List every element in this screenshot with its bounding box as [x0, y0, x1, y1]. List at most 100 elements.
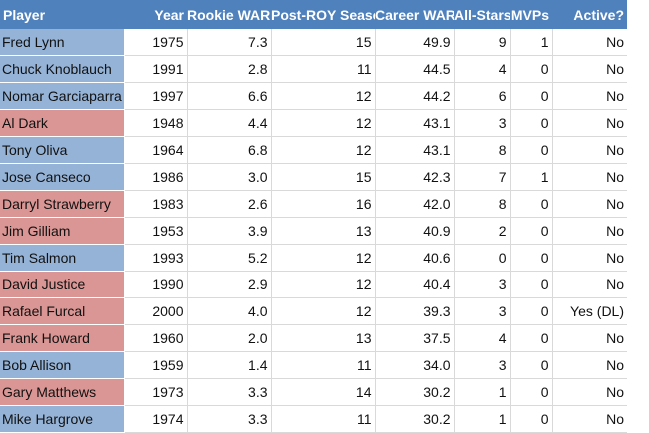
cell-career-war[interactable]: 49.9: [375, 29, 455, 57]
cell-career-war[interactable]: 44.2: [375, 82, 455, 111]
cell-post-roy-seasons[interactable]: 12: [271, 271, 376, 299]
cell-mvps[interactable]: 0: [510, 190, 553, 218]
cell-player[interactable]: Tim Salmon: [0, 244, 125, 272]
header-post-roy-seasons[interactable]: Post-ROY Seasons: [271, 0, 375, 29]
cell-active[interactable]: No: [552, 82, 627, 111]
cell-year[interactable]: 1974: [124, 405, 188, 433]
cell-all-stars[interactable]: 1: [454, 378, 511, 406]
cell-rookie-war[interactable]: 3.3: [187, 378, 272, 406]
cell-rookie-war[interactable]: 4.0: [187, 297, 272, 326]
header-year[interactable]: Year: [124, 0, 187, 29]
cell-active[interactable]: No: [552, 29, 627, 57]
header-all-stars[interactable]: All-Stars: [454, 0, 510, 29]
cell-post-roy-seasons[interactable]: 13: [271, 324, 376, 353]
cell-all-stars[interactable]: 3: [454, 297, 511, 326]
cell-year[interactable]: 1953: [124, 217, 188, 245]
cell-career-war[interactable]: 42.3: [375, 163, 455, 191]
cell-post-roy-seasons[interactable]: 12: [271, 109, 376, 138]
cell-career-war[interactable]: 30.2: [375, 405, 455, 433]
cell-player[interactable]: Nomar Garciaparra: [0, 82, 125, 111]
cell-active[interactable]: Yes (DL): [552, 297, 627, 326]
header-rookie-war[interactable]: Rookie WAR: [187, 0, 271, 29]
cell-all-stars[interactable]: 3: [454, 271, 511, 299]
cell-year[interactable]: 1997: [124, 82, 188, 111]
cell-all-stars[interactable]: 0: [454, 244, 511, 272]
cell-active[interactable]: No: [552, 405, 627, 433]
cell-career-war[interactable]: 43.1: [375, 136, 455, 164]
cell-mvps[interactable]: 0: [510, 244, 553, 272]
cell-mvps[interactable]: 0: [510, 271, 553, 299]
cell-year[interactable]: 1983: [124, 190, 188, 218]
cell-post-roy-seasons[interactable]: 11: [271, 405, 376, 433]
cell-post-roy-seasons[interactable]: 14: [271, 378, 376, 406]
cell-year[interactable]: 1964: [124, 136, 188, 164]
header-mvps[interactable]: MVPs: [510, 0, 552, 29]
cell-rookie-war[interactable]: 2.6: [187, 190, 272, 218]
cell-career-war[interactable]: 30.2: [375, 378, 455, 406]
cell-all-stars[interactable]: 9: [454, 29, 511, 57]
cell-player[interactable]: David Justice: [0, 271, 125, 299]
cell-active[interactable]: No: [552, 190, 627, 218]
cell-all-stars[interactable]: 2: [454, 217, 511, 245]
cell-all-stars[interactable]: 8: [454, 190, 511, 218]
cell-rookie-war[interactable]: 2.8: [187, 55, 272, 84]
cell-player[interactable]: Jose Canseco: [0, 163, 125, 191]
cell-active[interactable]: No: [552, 163, 627, 191]
cell-career-war[interactable]: 37.5: [375, 324, 455, 353]
header-active[interactable]: Active?: [552, 0, 627, 29]
cell-player[interactable]: Mike Hargrove: [0, 405, 125, 433]
cell-year[interactable]: 1975: [124, 29, 188, 57]
cell-active[interactable]: No: [552, 136, 627, 164]
cell-all-stars[interactable]: 8: [454, 136, 511, 164]
cell-year[interactable]: 1986: [124, 163, 188, 191]
cell-all-stars[interactable]: 4: [454, 324, 511, 353]
cell-post-roy-seasons[interactable]: 16: [271, 190, 376, 218]
cell-player[interactable]: Tony Oliva: [0, 136, 125, 164]
cell-rookie-war[interactable]: 3.9: [187, 217, 272, 245]
cell-mvps[interactable]: 1: [510, 29, 553, 57]
cell-active[interactable]: No: [552, 217, 627, 245]
cell-post-roy-seasons[interactable]: 11: [271, 55, 376, 84]
cell-player[interactable]: Rafael Furcal: [0, 297, 125, 326]
cell-post-roy-seasons[interactable]: 12: [271, 82, 376, 111]
cell-post-roy-seasons[interactable]: 11: [271, 351, 376, 380]
cell-career-war[interactable]: 40.6: [375, 244, 455, 272]
cell-rookie-war[interactable]: 3.3: [187, 405, 272, 433]
cell-mvps[interactable]: 0: [510, 217, 553, 245]
cell-career-war[interactable]: 44.5: [375, 55, 455, 84]
header-player[interactable]: Player: [0, 0, 124, 29]
cell-active[interactable]: No: [552, 378, 627, 406]
cell-mvps[interactable]: 0: [510, 405, 553, 433]
cell-year[interactable]: 1960: [124, 324, 188, 353]
cell-rookie-war[interactable]: 6.6: [187, 82, 272, 111]
cell-player[interactable]: Frank Howard: [0, 324, 125, 353]
cell-player[interactable]: Chuck Knoblauch: [0, 55, 125, 84]
cell-career-war[interactable]: 34.0: [375, 351, 455, 380]
cell-active[interactable]: No: [552, 351, 627, 380]
cell-all-stars[interactable]: 3: [454, 109, 511, 138]
cell-post-roy-seasons[interactable]: 12: [271, 297, 376, 326]
cell-mvps[interactable]: 0: [510, 324, 553, 353]
cell-rookie-war[interactable]: 2.0: [187, 324, 272, 353]
cell-year[interactable]: 1948: [124, 109, 188, 138]
cell-player[interactable]: Darryl Strawberry: [0, 190, 125, 218]
cell-player[interactable]: Jim Gilliam: [0, 217, 125, 245]
cell-all-stars[interactable]: 4: [454, 55, 511, 84]
cell-player[interactable]: Gary Matthews: [0, 378, 125, 406]
cell-player[interactable]: Fred Lynn: [0, 29, 125, 57]
cell-active[interactable]: No: [552, 324, 627, 353]
cell-all-stars[interactable]: 1: [454, 405, 511, 433]
cell-career-war[interactable]: 39.3: [375, 297, 455, 326]
cell-rookie-war[interactable]: 5.2: [187, 244, 272, 272]
cell-career-war[interactable]: 40.9: [375, 217, 455, 245]
cell-mvps[interactable]: 0: [510, 109, 553, 138]
cell-active[interactable]: No: [552, 244, 627, 272]
cell-career-war[interactable]: 40.4: [375, 271, 455, 299]
cell-all-stars[interactable]: 3: [454, 351, 511, 380]
cell-career-war[interactable]: 43.1: [375, 109, 455, 138]
cell-rookie-war[interactable]: 6.8: [187, 136, 272, 164]
cell-mvps[interactable]: 0: [510, 82, 553, 111]
cell-active[interactable]: No: [552, 55, 627, 84]
cell-all-stars[interactable]: 7: [454, 163, 511, 191]
cell-year[interactable]: 2000: [124, 297, 188, 326]
